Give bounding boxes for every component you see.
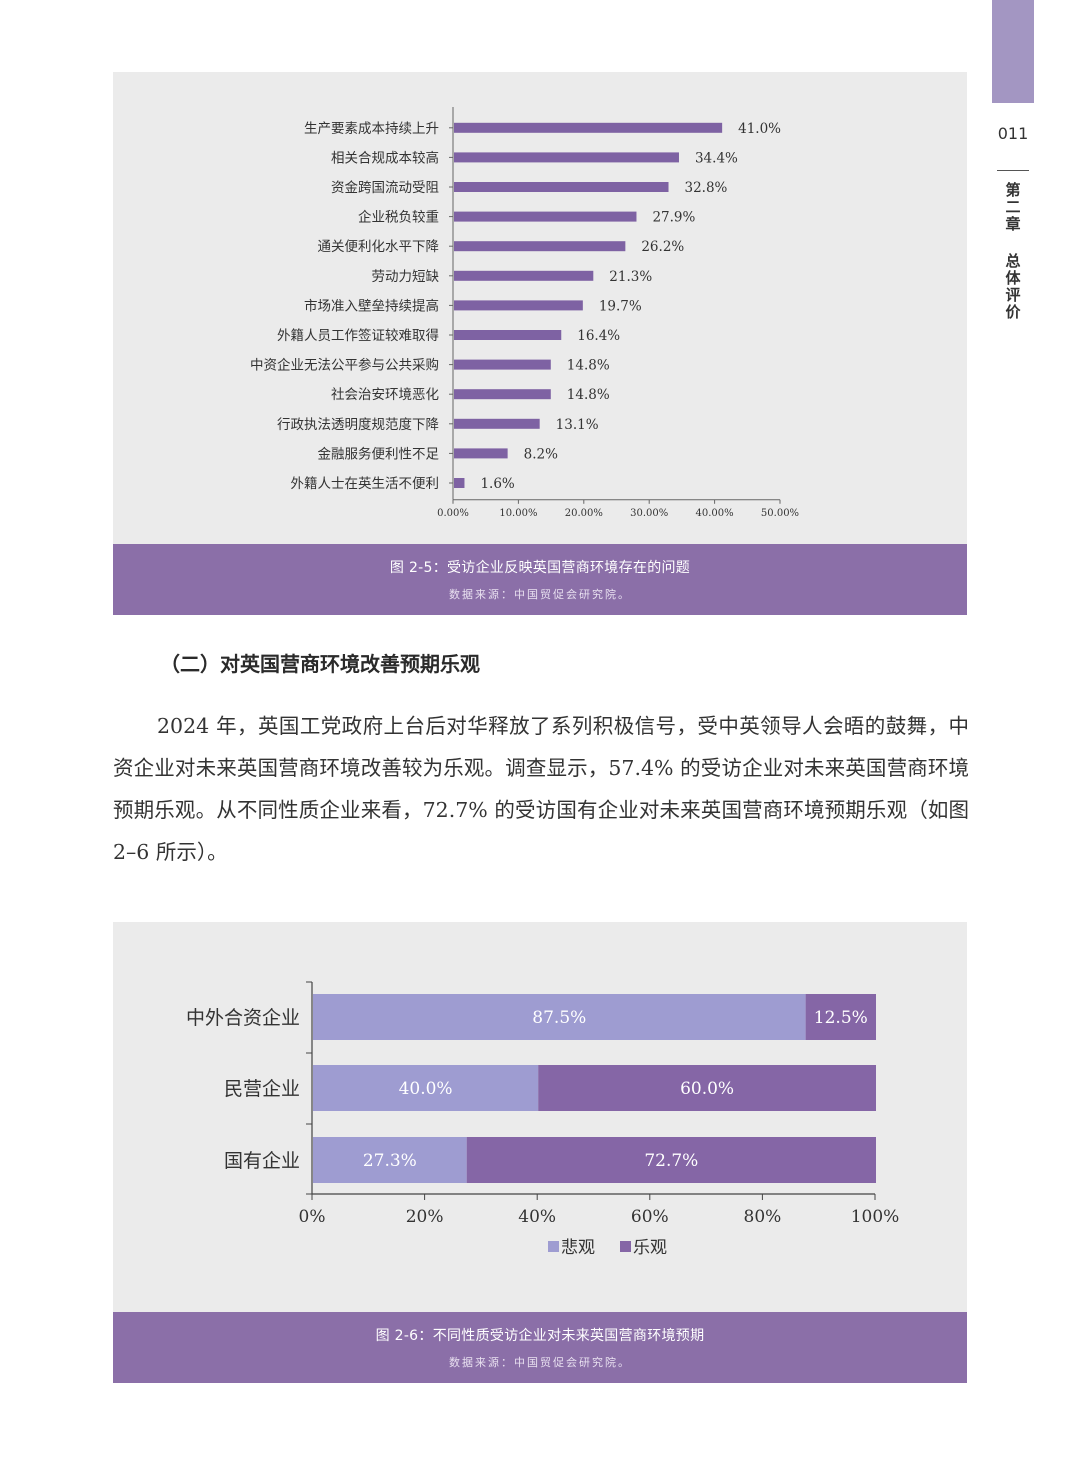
figure-2-6-chart: 中外合资企业 87.5% 12.5% 民营企业 40.0% 60.0% 国有企业 27.3% 7… [186, 981, 900, 1258]
data-label: 8.2% [524, 446, 558, 462]
figure-caption: 图 2-5：受访企业反映英国营商环境存在的问题 [389, 560, 691, 576]
category-label: 国有企业 [224, 1150, 300, 1172]
data-label: 21.3% [609, 269, 652, 285]
x-tick-label: 80% [744, 1207, 782, 1227]
category-label: 企业税负较重 [358, 209, 439, 226]
category-label: 中外合资企业 [186, 1007, 300, 1029]
x-tick-label: 30.00% [630, 508, 668, 519]
section-char: 体 [1005, 269, 1021, 287]
bar [454, 152, 679, 163]
data-label: 1.6% [480, 476, 514, 492]
body-paragraph: 2024 年，英国工党政府上台后对华释放了系列积极信号，受中英领导人会晤的鼓舞，… [113, 705, 969, 873]
x-tick-label: 20% [406, 1207, 444, 1227]
data-label: 60.0% [680, 1079, 734, 1099]
section-char: 价 [1005, 303, 1021, 321]
legend-label: 悲观 [561, 1238, 595, 1258]
category-label: 外籍人士在英生活不便利 [291, 475, 440, 492]
data-label: 16.4% [577, 328, 620, 344]
bar [454, 448, 508, 459]
bar-segment [805, 994, 876, 1040]
chapter-char: 第 [1005, 181, 1021, 199]
legend-swatch [548, 1241, 559, 1252]
data-label: 34.4% [695, 150, 738, 166]
category-label: 民营企业 [224, 1078, 300, 1100]
data-label: 72.7% [644, 1151, 698, 1171]
x-tick-label: 0.00% [437, 508, 469, 519]
x-tick-label: 10.00% [499, 508, 537, 519]
bar [454, 389, 551, 400]
bar [454, 478, 465, 488]
category-label: 资金跨国流动受阻 [331, 180, 439, 196]
category-label: 金融服务便利性不足 [318, 446, 440, 462]
side-divider [997, 170, 1029, 171]
data-label: 27.9% [652, 210, 695, 226]
x-tick-label: 40% [518, 1207, 556, 1227]
bar [454, 241, 626, 252]
figure-2-5-chart: 生产要素成本持续上升 41.0% 相关合规成本较高 34.4% 资金跨国流动受阻 32.8… [250, 107, 799, 519]
legend-swatch [620, 1241, 631, 1252]
data-label: 27.3% [363, 1151, 417, 1171]
data-label: 14.8% [567, 358, 610, 374]
data-label: 32.8% [685, 180, 728, 196]
x-tick-label: 60% [631, 1207, 669, 1227]
paragraph-text: 2024 年，英国工党政府上台后对华释放了系列积极信号，受中英领导人会晤的鼓舞，… [113, 714, 969, 864]
figure-source: 数据来源：中国贸促会研究院。 [449, 588, 631, 601]
data-label: 19.7% [599, 298, 642, 314]
chapter-title: 第 二 章 总 体 评 价 [1000, 182, 1026, 321]
data-label: 13.1% [556, 417, 599, 433]
bar-segment [313, 1137, 467, 1183]
category-label: 通关便利化水平下降 [318, 239, 440, 255]
category-label: 中资企业无法公平参与公共采购 [250, 357, 439, 374]
page-number: 011 [997, 124, 1029, 143]
figure-2-5-panel: 生产要素成本持续上升 41.0% 相关合规成本较高 34.4% 资金跨国流动受阻 32.8… [113, 72, 967, 544]
bar-segment [466, 1137, 876, 1183]
bar [454, 418, 540, 429]
data-label: 87.5% [532, 1008, 586, 1028]
category-label: 相关合规成本较高 [331, 149, 439, 166]
category-label: 外籍人员工作签证较难取得 [277, 327, 439, 344]
data-label: 26.2% [641, 239, 684, 255]
data-label: 40.0% [399, 1079, 453, 1099]
bar-segment [538, 1065, 876, 1111]
figure-2-6-caption: 图 2-6：不同性质受访企业对未来英国营商环境预期 数据来源：中国贸促会研究院。 [113, 1312, 967, 1383]
bar [454, 211, 637, 222]
section-char: 总 [1005, 252, 1021, 270]
chapter-tab [992, 0, 1034, 103]
figure-2-5-caption: 图 2-5：受访企业反映英国营商环境存在的问题 数据来源：中国贸促会研究院。 [113, 544, 967, 615]
category-label: 市场准入壁垒持续提高 [304, 297, 439, 314]
x-tick-label: 20.00% [565, 508, 603, 519]
bar [454, 300, 583, 311]
x-tick-label: 40.00% [696, 508, 734, 519]
x-tick-label: 50.00% [761, 508, 799, 519]
x-tick-label: 0% [299, 1207, 326, 1227]
data-label: 14.8% [567, 387, 610, 403]
x-tick-label: 100% [851, 1207, 900, 1227]
bar [454, 122, 723, 133]
figure-source: 数据来源：中国贸促会研究院。 [449, 1356, 631, 1369]
bar [454, 359, 551, 370]
figure-caption: 图 2-6：不同性质受访企业对未来英国营商环境预期 [375, 1328, 705, 1344]
legend-label: 乐观 [633, 1238, 667, 1258]
bar [454, 270, 594, 281]
category-label: 社会治安环境恶化 [331, 387, 439, 403]
section-heading: （二）对英国营商环境改善预期乐观 [160, 652, 480, 676]
bar-segment [313, 1065, 539, 1111]
data-label: 41.0% [738, 121, 781, 137]
category-label: 劳动力短缺 [372, 269, 440, 285]
chapter-char: 二 [1005, 198, 1021, 216]
data-label: 12.5% [814, 1008, 868, 1028]
category-label: 生产要素成本持续上升 [304, 121, 439, 137]
bar [454, 330, 562, 340]
section-char: 评 [1005, 286, 1021, 304]
bar-segment [313, 994, 806, 1040]
figure-2-6-panel: 中外合资企业 87.5% 12.5% 民营企业 40.0% 60.0% 国有企业 27.3% 7… [113, 922, 967, 1312]
bar [454, 182, 669, 192]
category-label: 行政执法透明度规范度下降 [277, 417, 439, 433]
chapter-char: 章 [1005, 215, 1021, 233]
